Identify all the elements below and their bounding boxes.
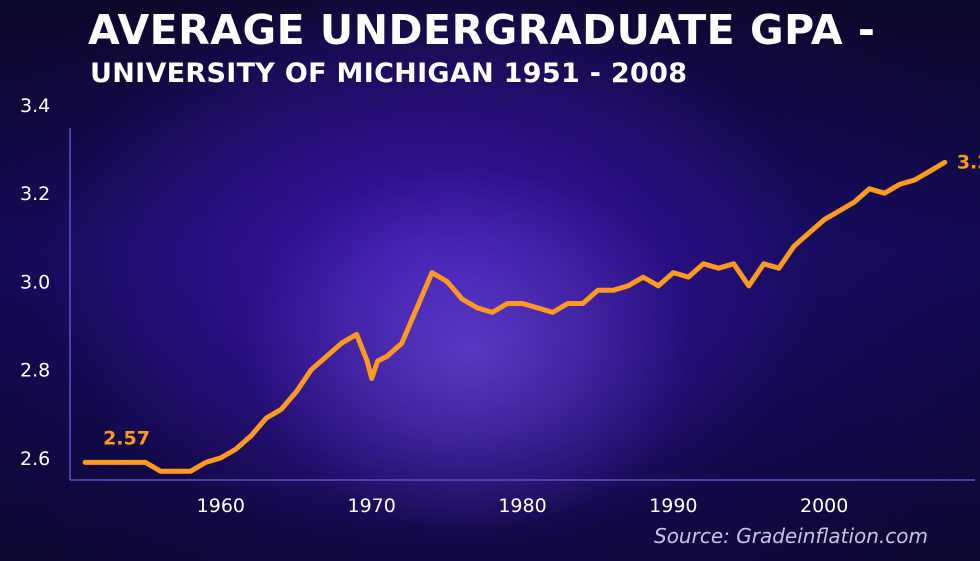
x-tick-label: 1960	[197, 495, 245, 517]
x-tick-label: 1970	[347, 495, 395, 517]
x-tick-label: 1990	[649, 495, 697, 517]
source-note: Source: Gradeinflation.com	[654, 524, 928, 548]
y-tick-label: 2.6	[20, 448, 50, 470]
x-tick-label: 2000	[800, 495, 848, 517]
x-tick-label: 1980	[498, 495, 546, 517]
chart-subtitle: UNIVERSITY OF MICHIGAN 1951 - 2008	[90, 58, 688, 89]
y-tick-label: 2.8	[20, 360, 50, 382]
y-tick-label: 3.0	[20, 271, 50, 293]
data-label: 3.27	[957, 151, 980, 173]
data-label: 2.57	[103, 427, 150, 449]
chart-title: AVERAGE UNDERGRADUATE GPA -	[88, 6, 876, 54]
gpa-series-line	[82, 159, 948, 474]
y-tick-label: 3.4	[20, 95, 50, 117]
y-tick-label: 3.2	[20, 183, 50, 205]
